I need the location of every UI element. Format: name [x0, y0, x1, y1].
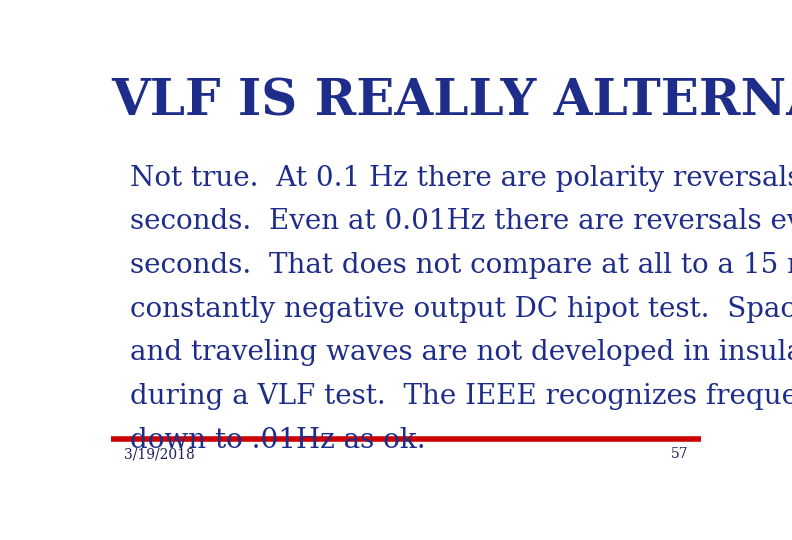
Text: seconds.  Even at 0.01Hz there are reversals every 50: seconds. Even at 0.01Hz there are revers… — [130, 208, 792, 235]
Text: during a VLF test.  The IEEE recognizes frequencies: during a VLF test. The IEEE recognizes f… — [130, 383, 792, 410]
Text: constantly negative output DC hipot test.  Space charges: constantly negative output DC hipot test… — [130, 295, 792, 322]
Text: 3/19/2018: 3/19/2018 — [124, 447, 194, 461]
Text: and traveling waves are not developed in insulation: and traveling waves are not developed in… — [130, 339, 792, 366]
Text: VLF IS REALLY ALTERNATING DC: VLF IS REALLY ALTERNATING DC — [111, 77, 792, 126]
Text: down to .01Hz as ok.: down to .01Hz as ok. — [130, 427, 425, 454]
Text: 57: 57 — [671, 447, 688, 461]
Text: Not true.  At 0.1 Hz there are polarity reversals every 5: Not true. At 0.1 Hz there are polarity r… — [130, 165, 792, 192]
Text: seconds.  That does not compare at all to a 15 minute,: seconds. That does not compare at all to… — [130, 252, 792, 279]
